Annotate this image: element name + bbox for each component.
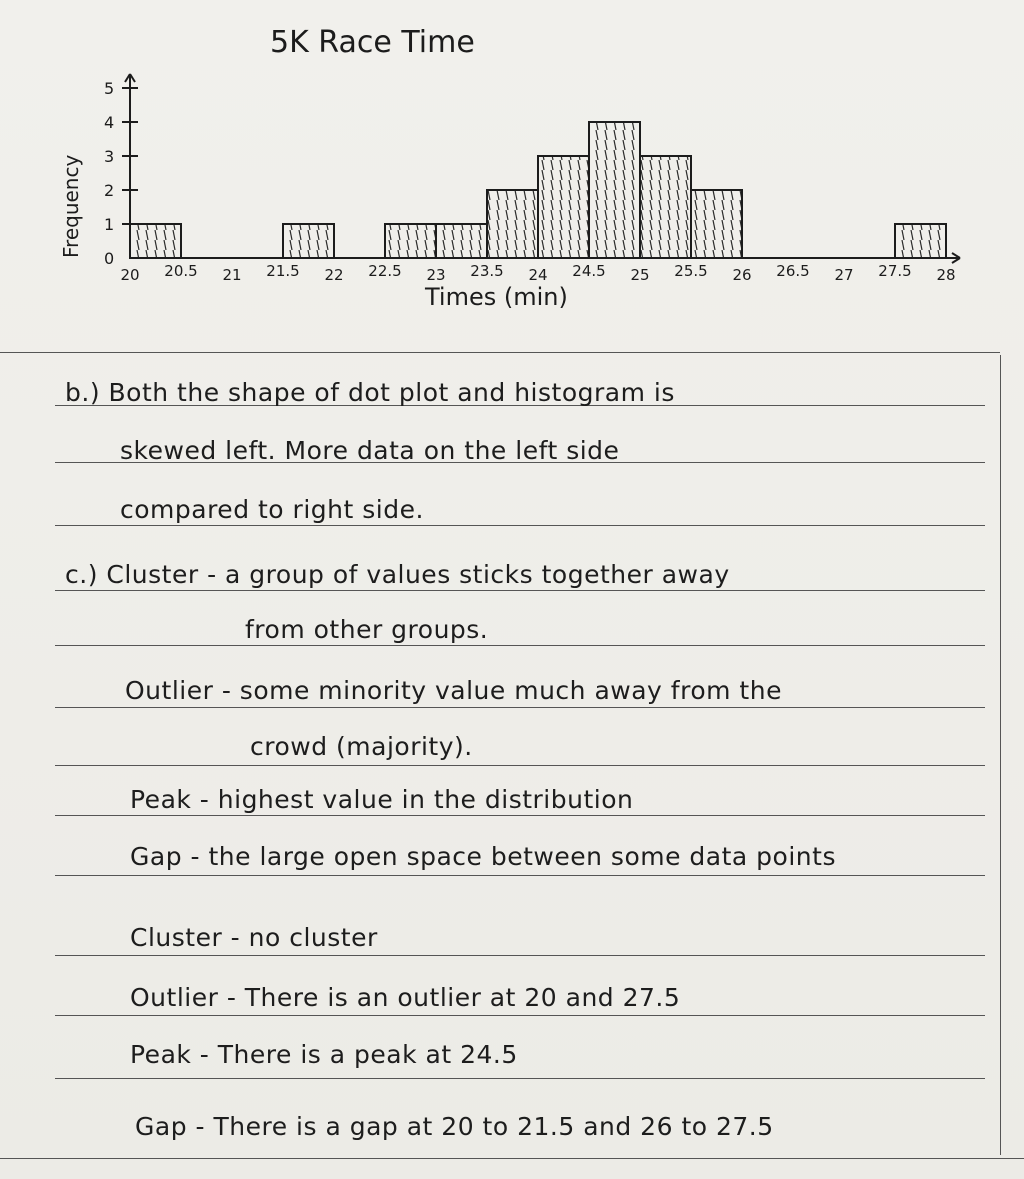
note-line-outlier-answer: Outlier - There is an outlier at 20 and … <box>130 983 681 1012</box>
ruled-line <box>55 815 985 816</box>
note-line-skewed: skewed left. More data on the left side <box>120 436 620 465</box>
ruled-line <box>55 405 985 406</box>
x-tick-label: 22 <box>324 266 343 284</box>
histogram-bar <box>486 189 539 259</box>
histogram-bar <box>537 155 590 259</box>
x-tick-label: 22.5 <box>368 262 401 280</box>
bars-layer <box>129 121 947 259</box>
histogram-bar <box>384 223 437 259</box>
histogram-bar <box>282 223 335 259</box>
ruled-line <box>55 645 985 646</box>
histogram-bar <box>588 121 641 259</box>
histogram-bar <box>894 223 947 259</box>
note-line-gap-answer: Gap - There is a gap at 20 to 21.5 and 2… <box>135 1112 774 1141</box>
x-tick-label: 24 <box>528 266 547 284</box>
y-axis-arrow <box>124 73 131 83</box>
histogram-bar <box>690 189 743 259</box>
note-line-other-groups: from other groups. <box>245 615 489 644</box>
top-rule <box>0 352 1000 353</box>
ruled-line <box>55 525 985 526</box>
ruled-line <box>55 707 985 708</box>
x-axis-arrow <box>951 257 961 264</box>
right-margin-line <box>1000 355 1001 1155</box>
x-axis-label: Times (min) <box>424 283 568 311</box>
x-ticks-layer: 20 20.5 21 21.5 22 22.5 23 23.5 24 24.5 25 25.5 26 26… <box>120 262 955 284</box>
note-line-gap-def: Gap - the large open space between some … <box>130 842 836 871</box>
y-tick-label: 5 <box>104 79 114 98</box>
x-tick-label: 25 <box>630 266 649 284</box>
x-tick-label: 20 <box>120 266 139 284</box>
y-axis-label: Frequency <box>59 155 83 258</box>
y-tick-label: 1 <box>104 215 114 234</box>
note-line-compared: compared to right side. <box>120 495 424 524</box>
note-line-crowd: crowd (majority). <box>250 732 473 761</box>
ruled-line <box>55 765 985 766</box>
y-tick-label: 4 <box>104 113 114 132</box>
ruled-line <box>55 1015 985 1016</box>
x-tick-label: 20.5 <box>164 262 197 280</box>
x-tick-label: 28 <box>936 266 955 284</box>
ruled-line <box>55 590 985 591</box>
x-tick-label: 27 <box>834 266 853 284</box>
x-axis-arrow <box>951 252 961 259</box>
x-tick-label: 23 <box>426 266 445 284</box>
note-line-b-shape: b.) Both the shape of dot plot and histo… <box>65 378 675 407</box>
note-line-cluster-answer: Cluster - no cluster <box>130 923 378 952</box>
x-tick-label: 26.5 <box>776 262 809 280</box>
note-line-peak-def: Peak - highest value in the distribution <box>130 785 634 814</box>
note-line-peak-answer: Peak - There is a peak at 24.5 <box>130 1040 518 1069</box>
ruled-line <box>55 1078 985 1079</box>
histogram-bar <box>129 223 182 259</box>
x-tick-label: 25.5 <box>674 262 707 280</box>
ruled-line <box>55 462 985 463</box>
ruled-line <box>55 875 985 876</box>
bottom-rule <box>0 1158 1024 1159</box>
x-tick-label: 23.5 <box>470 262 503 280</box>
y-tick-label: 3 <box>104 147 114 166</box>
histogram-bar <box>435 223 488 259</box>
y-ticks-layer: 0 1 2 3 4 5 <box>104 79 138 268</box>
x-tick-label: 21 <box>222 266 241 284</box>
note-line-outlier-def: Outlier - some minority value much away … <box>125 676 782 705</box>
ruled-line <box>55 955 985 956</box>
axes-layer <box>124 73 961 264</box>
histogram-bar <box>639 155 692 259</box>
x-tick-label: 26 <box>732 266 751 284</box>
x-tick-label: 21.5 <box>266 262 299 280</box>
x-tick-label: 24.5 <box>572 262 605 280</box>
note-line-cluster-def: c.) Cluster - a group of values sticks t… <box>65 560 730 589</box>
y-axis-arrow <box>129 73 136 83</box>
y-tick-label: 0 <box>104 249 114 268</box>
y-tick-label: 2 <box>104 181 114 200</box>
chart-title: 5K Race Time <box>270 25 475 60</box>
x-tick-label: 27.5 <box>878 262 911 280</box>
